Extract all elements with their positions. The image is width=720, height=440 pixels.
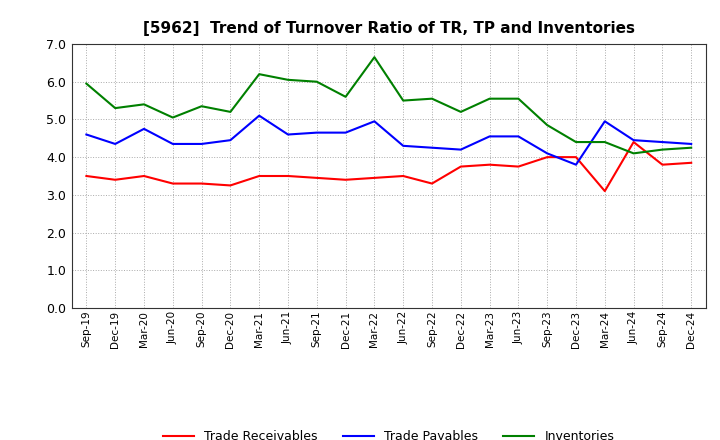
Title: [5962]  Trend of Turnover Ratio of TR, TP and Inventories: [5962] Trend of Turnover Ratio of TR, TP… <box>143 21 635 36</box>
Legend: Trade Receivables, Trade Payables, Inventories: Trade Receivables, Trade Payables, Inven… <box>158 425 619 440</box>
Trade Receivables <box>572 154 580 160</box>
Trade Payables <box>370 119 379 124</box>
Trade Payables <box>514 134 523 139</box>
Trade Payables <box>341 130 350 135</box>
Trade Payables <box>428 145 436 150</box>
Trade Receivables <box>600 188 609 194</box>
Trade Payables <box>600 119 609 124</box>
Inventories <box>111 106 120 111</box>
Inventories <box>226 109 235 114</box>
Trade Payables <box>543 151 552 156</box>
Trade Payables <box>140 126 148 132</box>
Trade Receivables <box>687 160 696 165</box>
Trade Receivables <box>428 181 436 186</box>
Trade Payables <box>399 143 408 148</box>
Inventories <box>687 145 696 150</box>
Inventories <box>140 102 148 107</box>
Inventories <box>456 109 465 114</box>
Line: Inventories: Inventories <box>86 57 691 154</box>
Trade Payables <box>658 139 667 145</box>
Trade Payables <box>82 132 91 137</box>
Trade Receivables <box>168 181 177 186</box>
Inventories <box>284 77 292 82</box>
Inventories <box>658 147 667 152</box>
Trade Receivables <box>284 173 292 179</box>
Inventories <box>370 55 379 60</box>
Trade Receivables <box>629 139 638 145</box>
Inventories <box>600 139 609 145</box>
Line: Trade Receivables: Trade Receivables <box>86 142 691 191</box>
Trade Receivables <box>543 154 552 160</box>
Trade Receivables <box>456 164 465 169</box>
Trade Receivables <box>370 175 379 180</box>
Inventories <box>572 139 580 145</box>
Trade Receivables <box>255 173 264 179</box>
Inventories <box>312 79 321 84</box>
Trade Payables <box>255 113 264 118</box>
Trade Payables <box>168 141 177 147</box>
Trade Payables <box>284 132 292 137</box>
Inventories <box>485 96 494 101</box>
Trade Receivables <box>514 164 523 169</box>
Trade Receivables <box>82 173 91 179</box>
Trade Payables <box>111 141 120 147</box>
Inventories <box>255 72 264 77</box>
Inventories <box>514 96 523 101</box>
Trade Receivables <box>658 162 667 167</box>
Trade Receivables <box>140 173 148 179</box>
Trade Payables <box>226 138 235 143</box>
Trade Payables <box>197 141 206 147</box>
Inventories <box>543 122 552 128</box>
Trade Payables <box>629 138 638 143</box>
Trade Receivables <box>341 177 350 183</box>
Trade Receivables <box>399 173 408 179</box>
Trade Payables <box>456 147 465 152</box>
Trade Receivables <box>485 162 494 167</box>
Inventories <box>428 96 436 101</box>
Line: Trade Payables: Trade Payables <box>86 116 691 165</box>
Inventories <box>82 81 91 86</box>
Inventories <box>197 103 206 109</box>
Trade Payables <box>572 162 580 167</box>
Inventories <box>341 94 350 99</box>
Trade Receivables <box>197 181 206 186</box>
Trade Payables <box>312 130 321 135</box>
Trade Receivables <box>312 175 321 180</box>
Trade Payables <box>485 134 494 139</box>
Inventories <box>629 151 638 156</box>
Trade Payables <box>687 141 696 147</box>
Trade Receivables <box>226 183 235 188</box>
Inventories <box>399 98 408 103</box>
Trade Receivables <box>111 177 120 183</box>
Inventories <box>168 115 177 120</box>
